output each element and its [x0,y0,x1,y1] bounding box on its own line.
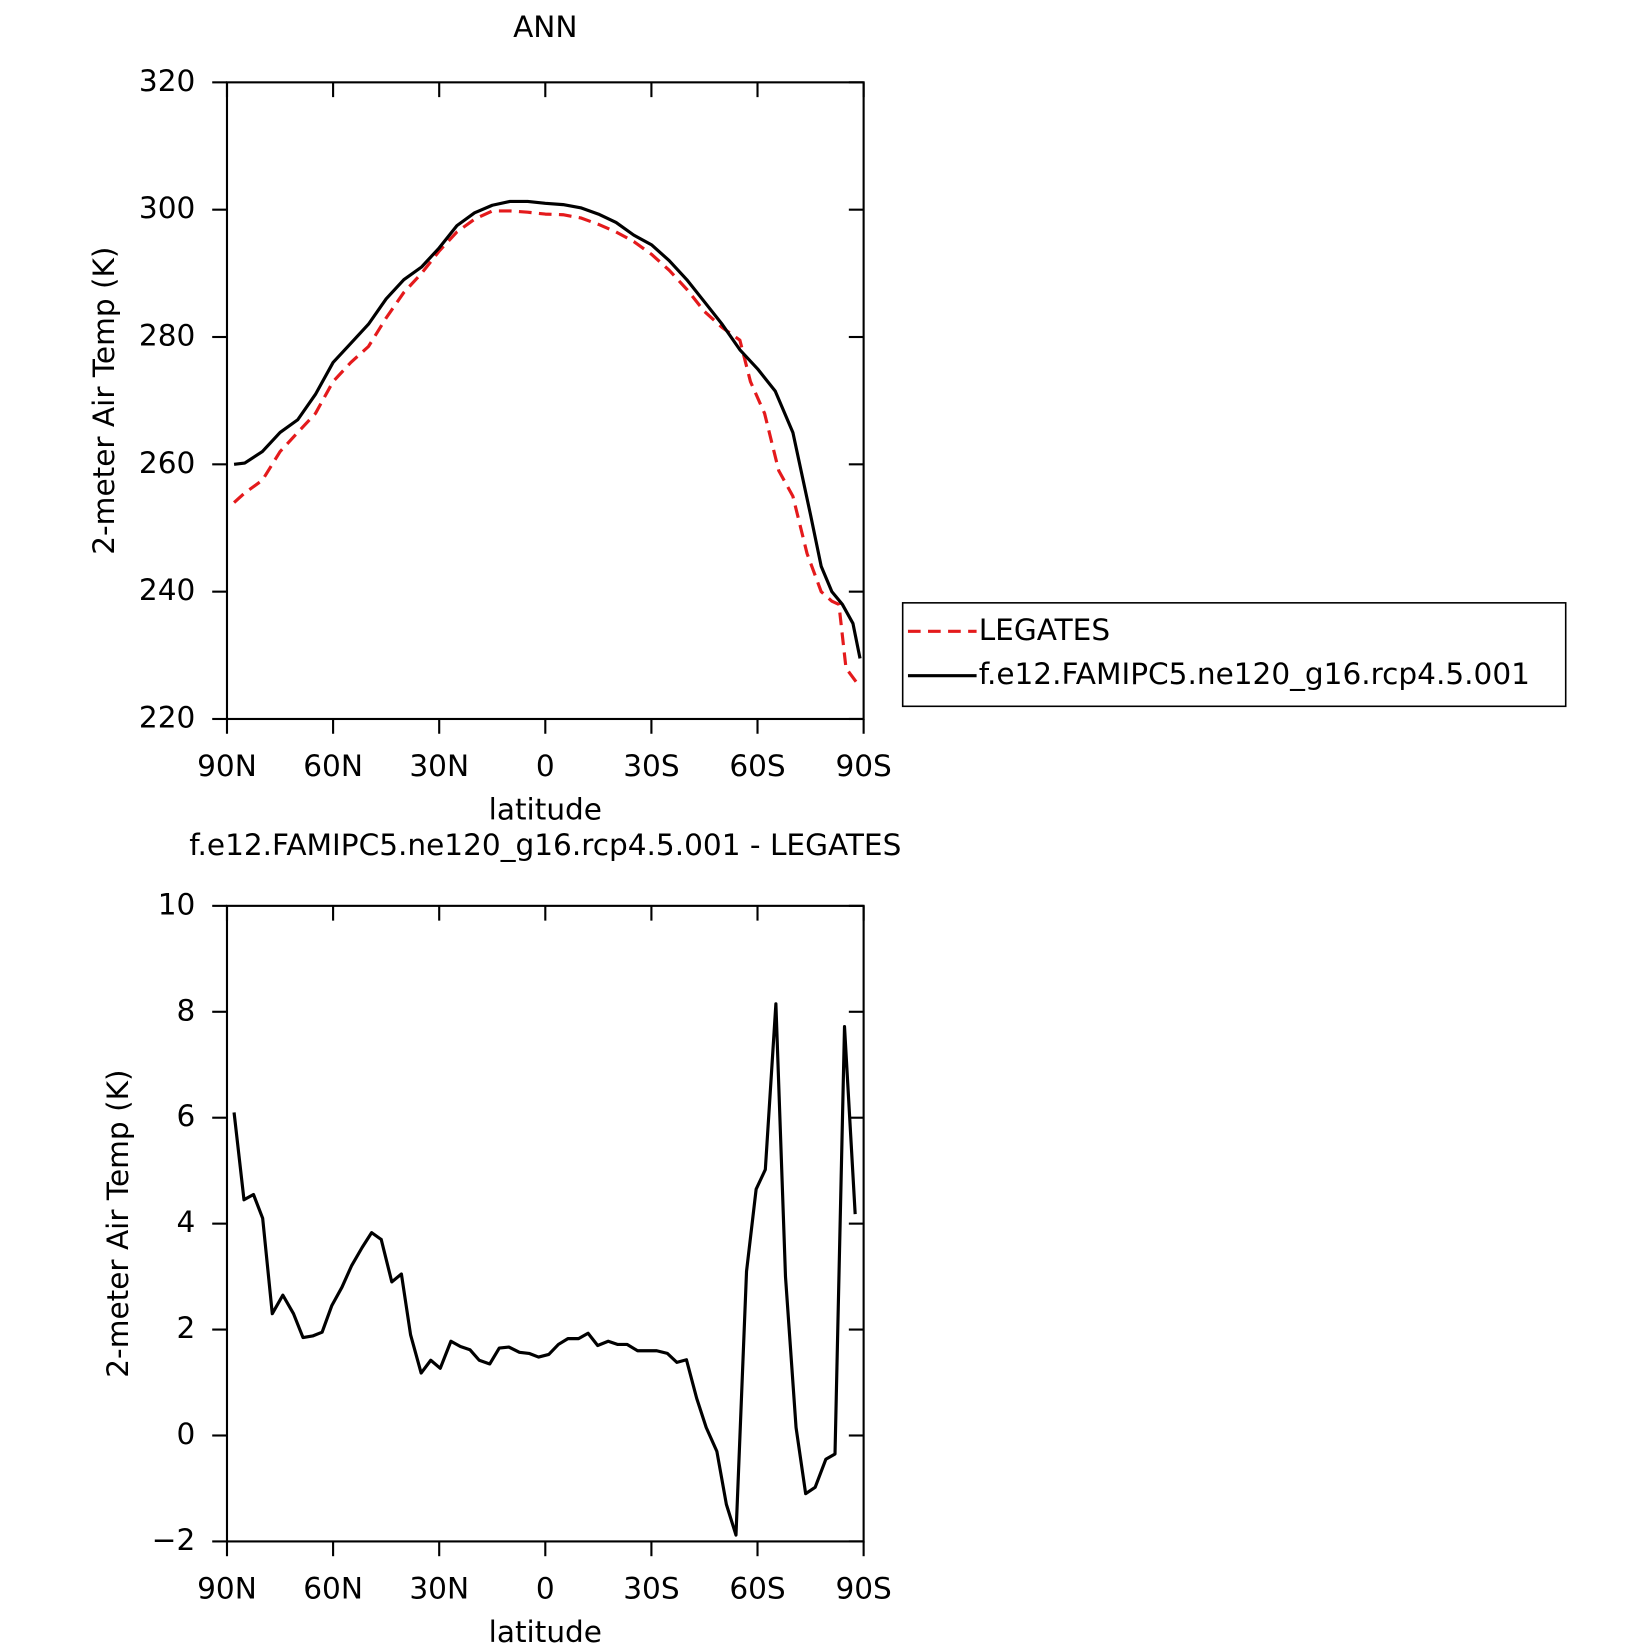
x-tick-label: 30S [623,1571,679,1605]
data-line [233,209,862,689]
x-tick-label: 30S [623,749,679,783]
data-line [232,1002,857,1537]
y-tick-label: 260 [139,446,195,480]
x-tick-label: 90N [197,1571,257,1605]
plot-frame [225,904,865,1543]
legend-box [901,602,1567,708]
x-tick-label: 90N [197,749,257,783]
y-tick-label: 240 [139,573,195,607]
y-tick-label: 300 [139,191,195,225]
x-tick-label: 60S [729,1571,785,1605]
y-tick-label: 320 [139,64,195,98]
legend-label: f.e12.FAMIPC5.ne120_g16.rcp4.5.001 [979,657,1530,691]
chart-title: ANN [513,10,577,44]
x-tick-label: 0 [536,1571,555,1605]
y-axis-label: 2-meter Air Temp (K) [87,247,121,555]
x-tick-label: 30N [409,1571,469,1605]
y-tick-label: 8 [177,993,196,1027]
y-axis-label: 2-meter Air Temp (K) [101,1070,135,1378]
y-tick-label: 0 [177,1417,196,1451]
x-tick-label: 90S [835,1571,891,1605]
x-tick-label: 60N [303,749,363,783]
y-tick-label: −2 [152,1523,196,1557]
x-tick-label: 60N [303,1571,363,1605]
x-axis-label: latitude [489,1615,602,1647]
x-tick-label: 60S [729,749,785,783]
y-tick-label: 10 [158,887,196,921]
y-tick-label: 280 [139,319,195,353]
chart-title: f.e12.FAMIPC5.ne120_g16.rcp4.5.001 - LEG… [189,828,901,862]
y-tick-label: 6 [177,1099,196,1133]
y-tick-label: 220 [139,700,195,734]
legend-label: LEGATES [979,613,1110,647]
x-tick-label: 30N [409,749,469,783]
y-tick-label: 2 [177,1311,196,1345]
x-tick-label: 90S [835,749,891,783]
y-tick-label: 4 [177,1205,196,1239]
data-line [233,199,862,659]
x-tick-label: 0 [536,749,555,783]
plot-frame [225,81,865,721]
x-axis-label: latitude [489,792,602,826]
